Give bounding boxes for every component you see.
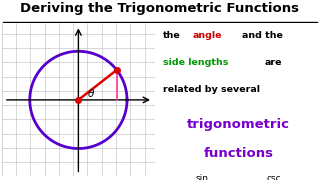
Text: θ: θ [88,89,94,99]
Text: and the: and the [242,31,283,40]
Text: functions: functions [204,147,273,159]
Text: angle: angle [193,31,222,40]
Text: Deriving the Trigonometric Functions: Deriving the Trigonometric Functions [20,2,300,15]
Text: related by several: related by several [163,85,260,94]
Text: are: are [265,58,282,67]
Text: csc: csc [267,174,282,180]
Text: side lengths: side lengths [163,58,229,67]
Text: sin: sin [196,174,209,180]
Text: trigonometric: trigonometric [187,118,290,131]
Text: the: the [163,31,181,40]
